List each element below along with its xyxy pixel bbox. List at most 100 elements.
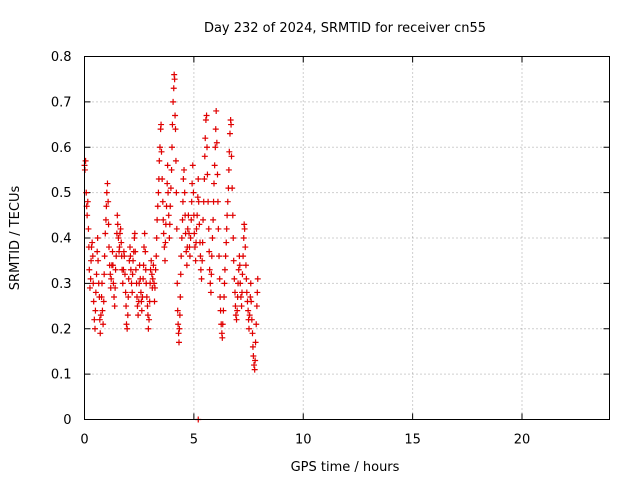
data-point: [189, 162, 196, 169]
x-tick-label: 15: [404, 433, 421, 448]
data-point: [112, 266, 119, 273]
data-point: [254, 275, 261, 282]
data-point: [100, 298, 107, 305]
data-point: [216, 253, 223, 260]
data-point: [172, 126, 179, 133]
data-point: [169, 121, 176, 128]
data-point: [214, 171, 221, 178]
data-point: [161, 244, 168, 251]
data-point: [253, 303, 260, 310]
data-point: [110, 280, 117, 287]
y-tick-label: 0.2: [51, 322, 72, 337]
data-point: [141, 230, 148, 237]
data-point: [90, 280, 97, 287]
data-point: [202, 135, 209, 142]
data-point: [242, 262, 249, 269]
data-point: [192, 257, 199, 264]
data-point: [90, 298, 97, 305]
data-point: [111, 293, 118, 300]
data-point: [246, 325, 252, 332]
data-point: [183, 262, 190, 269]
data-point: [152, 266, 159, 273]
x-tick-label: 10: [295, 433, 312, 448]
data-point: [243, 289, 250, 296]
data-point: [114, 212, 121, 219]
data-point: [173, 225, 180, 232]
data-point: [223, 225, 230, 232]
data-point: [179, 198, 186, 205]
data-point: [88, 244, 95, 251]
data-point: [174, 307, 181, 314]
data-point: [132, 248, 139, 255]
data-point: [105, 198, 112, 205]
data-point: [241, 225, 248, 232]
data-point: [117, 225, 124, 232]
data-point: [212, 126, 219, 133]
data-point: [199, 239, 206, 246]
data-point: [232, 303, 239, 310]
data-point: [222, 253, 229, 260]
data-point: [185, 212, 192, 219]
data-point: [243, 275, 250, 282]
data-point: [146, 316, 153, 323]
data-point: [124, 312, 131, 319]
data-point: [237, 280, 244, 287]
data-point: [207, 280, 214, 287]
data-point: [151, 280, 158, 287]
data-point: [119, 280, 126, 287]
data-point: [158, 148, 165, 155]
data-point: [140, 275, 147, 282]
data-point: [239, 271, 246, 278]
chart-title: Day 232 of 2024, SRMTID for receiver cn5…: [204, 21, 486, 36]
data-point: [85, 225, 92, 232]
data-point: [104, 180, 111, 187]
data-point: [221, 293, 228, 300]
data-point: [94, 248, 101, 255]
data-point: [221, 280, 228, 287]
data-point: [186, 230, 193, 237]
data-point: [159, 198, 166, 205]
data-point: [137, 289, 144, 296]
data-point: [95, 257, 102, 264]
data-point: [84, 212, 91, 219]
data-point: [231, 275, 238, 282]
data-point: [199, 257, 206, 264]
data-point: [91, 316, 98, 323]
data-point: [93, 271, 100, 278]
data-point: [129, 271, 136, 278]
data-point: [224, 212, 231, 219]
data-point: [132, 266, 139, 273]
data-point: [103, 203, 110, 210]
data-point: [180, 176, 187, 183]
y-tick-label: 0.4: [51, 232, 72, 247]
data-point: [212, 144, 219, 151]
data-point: [97, 312, 104, 319]
x-axis: 0 5 10 15 20: [80, 56, 530, 448]
data-point: [116, 244, 123, 251]
data-point: [177, 271, 184, 278]
data-point: [165, 212, 172, 219]
data-point: [135, 312, 142, 319]
data-point: [131, 230, 138, 237]
data-point: [170, 85, 177, 92]
data-point: [82, 157, 89, 164]
data-point: [191, 230, 198, 237]
data-point: [88, 257, 95, 264]
data-point: [115, 235, 122, 241]
data-point: [94, 235, 101, 241]
data-point: [226, 148, 233, 155]
data-point: [127, 244, 133, 251]
data-point: [249, 343, 256, 350]
data-point: [237, 293, 244, 300]
data-point: [148, 271, 155, 278]
data-point: [116, 230, 123, 237]
data-point: [144, 303, 151, 310]
data-point: [229, 185, 236, 192]
data-point: [181, 166, 188, 173]
data-point: [128, 280, 135, 287]
data-point: [140, 262, 147, 269]
data-point: [188, 198, 195, 205]
data-point: [127, 266, 134, 273]
data-point: [178, 253, 185, 260]
data-point: [176, 339, 182, 346]
